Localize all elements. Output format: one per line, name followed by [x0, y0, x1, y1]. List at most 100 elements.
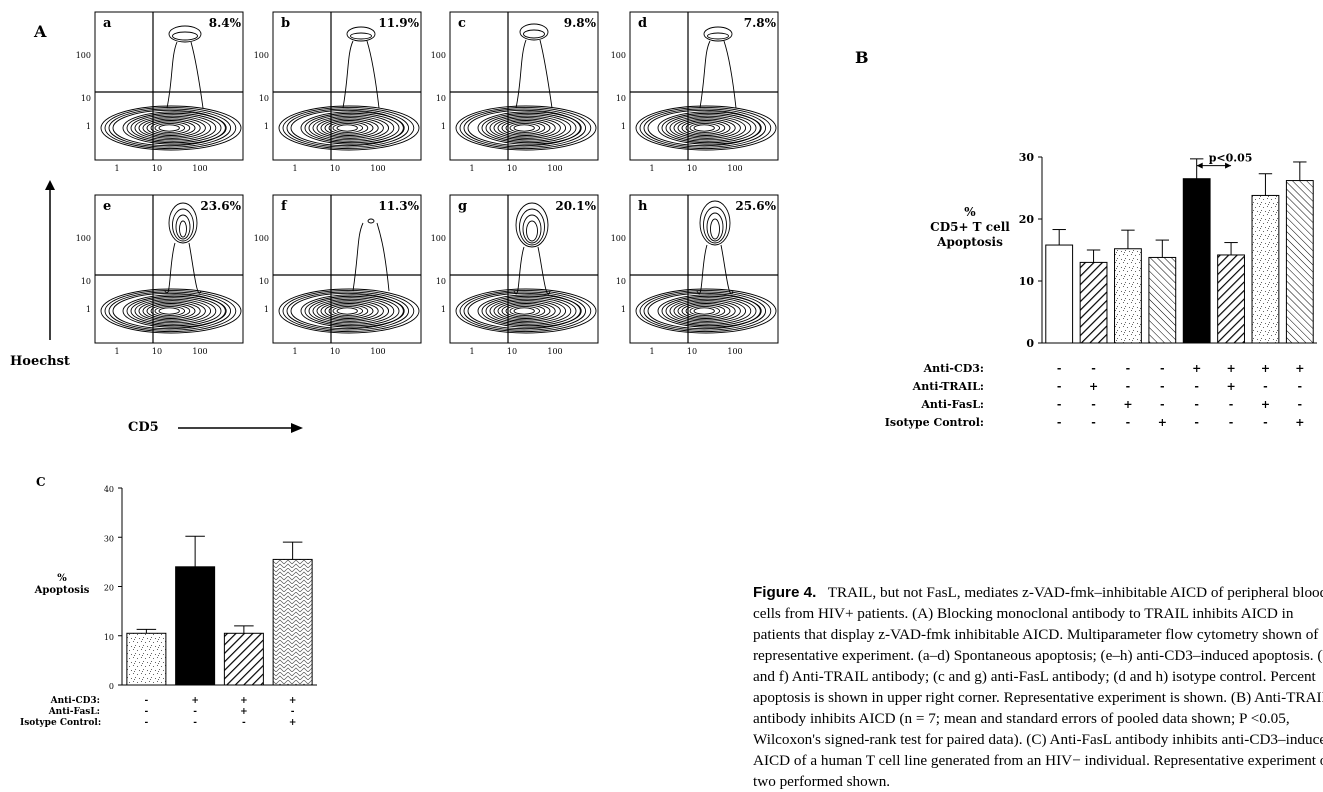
chart-c-ylabel: % Apoptosis	[22, 573, 102, 597]
y-tick-label: 100	[75, 234, 91, 243]
y-tick-label: 10	[258, 94, 269, 103]
treatment-sign: +	[1226, 362, 1236, 375]
contour-line	[282, 289, 415, 332]
contour-line	[324, 303, 374, 319]
y-tick-label: 30	[104, 534, 114, 543]
contour-line	[316, 117, 384, 139]
contour-line	[282, 106, 415, 149]
treatment-sign: -	[1056, 416, 1062, 429]
treatment-row: Anti-FasL: - - + - - - + -	[850, 398, 1320, 416]
treatment-sign: -	[1194, 416, 1199, 429]
contour-line	[150, 121, 191, 135]
plot-sub-label: c	[458, 16, 466, 31]
treatment-sign: -	[144, 707, 149, 717]
contour-line	[647, 292, 761, 330]
x-tick-label: 100	[192, 164, 208, 173]
chart-b: 0 10 20 30 p<0.05	[1019, 151, 1317, 350]
treatment-sign: -	[1091, 362, 1096, 375]
bar	[1148, 256, 1177, 344]
contour-line	[505, 121, 546, 135]
x-tick-label: 10	[506, 347, 518, 356]
contour-line	[677, 301, 736, 321]
treatment-row: Anti-FasL: - - + -	[20, 707, 335, 718]
y-tick-label: 1	[85, 122, 91, 131]
contour-line	[158, 307, 180, 315]
plot-percent: 25.6%	[735, 199, 776, 213]
treatment-sign: -	[1194, 380, 1199, 393]
contour-line	[308, 114, 395, 142]
contour-line	[522, 214, 542, 244]
plot-percent: 11.9%	[378, 16, 419, 30]
contour-line	[300, 111, 405, 145]
treatment-sign: +	[1295, 416, 1305, 429]
panel-label-b: B	[855, 48, 869, 67]
contour-line	[278, 105, 420, 151]
contour-line	[320, 118, 379, 138]
treatment-sign: +	[240, 696, 248, 706]
contour-line	[493, 300, 561, 322]
x-tick-label: 1	[114, 347, 120, 356]
contour-plot-d: d 7.8% 100 10 1 1 10 100	[611, 11, 782, 173]
treatment-sign: -	[1228, 398, 1234, 411]
contour-line	[706, 212, 724, 242]
bar	[223, 632, 264, 686]
treatment-sign: +	[1088, 380, 1099, 393]
contour-plot-e: e 23.6% 100 10 1 1 10 100	[76, 194, 247, 356]
plot-frame	[449, 194, 599, 344]
contour-line	[635, 288, 777, 334]
contour-line	[142, 301, 201, 321]
treatment-sign: -	[1056, 398, 1062, 411]
treatment-label: Isotype Control:	[884, 416, 984, 429]
bar	[1251, 194, 1280, 344]
y-tick-label: 0	[1026, 337, 1034, 350]
contour-line	[108, 291, 232, 331]
contour-line	[172, 31, 198, 41]
contour-line	[100, 288, 242, 334]
treatment-sign: -	[1194, 398, 1199, 411]
bar	[175, 566, 216, 686]
contour-line	[657, 294, 762, 328]
contour-line	[505, 304, 546, 318]
bar	[1182, 178, 1211, 344]
contour-line	[677, 118, 736, 138]
y-tick-label: 40	[104, 485, 114, 494]
contour-line	[146, 120, 196, 136]
plot-percent: 9.8%	[563, 16, 596, 30]
bar	[1079, 261, 1108, 344]
plot-sub-label: g	[458, 199, 468, 214]
contour-line	[639, 289, 772, 332]
contour-plot-h: h 25.6% 100 10 1 1 10 100	[611, 194, 782, 356]
treatment-sign: -	[1160, 380, 1165, 393]
figure-caption: Figure 4. TRAIL, but not FasL, mediates …	[753, 582, 1323, 792]
contour-plot-b: b 11.9% 100 10 1 1 10 100	[254, 11, 425, 173]
plot-frame	[629, 194, 779, 344]
plot-sub-label: a	[103, 16, 112, 31]
plot-frame	[272, 194, 422, 344]
contour-line	[304, 295, 400, 327]
contour-line	[693, 124, 715, 132]
treatment-sign: -	[193, 707, 197, 717]
contour-line	[665, 114, 752, 142]
chart-c-ylabel-line: Apoptosis	[34, 585, 90, 596]
contour-line	[489, 298, 567, 324]
treatment-label: Anti-CD3:	[923, 362, 984, 375]
contour-line	[455, 105, 597, 151]
contour-line	[710, 218, 720, 240]
y-axis-title: Hoechst	[10, 354, 70, 369]
contour-line	[367, 218, 375, 224]
contour-line	[328, 121, 369, 135]
y-tick-label: 100	[253, 234, 269, 243]
contour-line	[175, 214, 191, 240]
contour-line	[489, 115, 567, 141]
contour-line	[467, 292, 581, 330]
contour-line	[320, 301, 379, 321]
contour-line	[523, 29, 545, 39]
contour-line	[146, 303, 196, 319]
treatment-sign: +	[240, 707, 248, 717]
contour-line	[639, 106, 772, 149]
y-tick-label: 100	[75, 51, 91, 60]
caption-text: TRAIL, but not FasL, mediates z-VAD-fmk–…	[753, 584, 1323, 790]
contour-line	[493, 117, 561, 139]
contour-line	[696, 244, 734, 295]
plot-sub-label: d	[638, 16, 648, 31]
